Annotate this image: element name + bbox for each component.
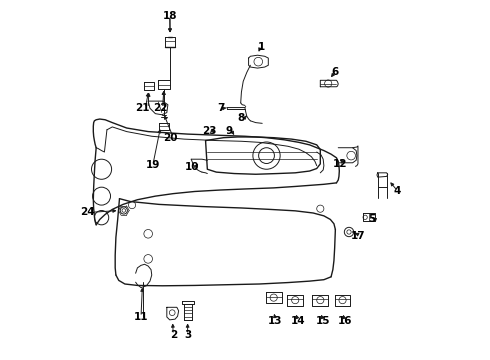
Text: 22: 22: [153, 103, 168, 113]
Text: 18: 18: [163, 11, 177, 21]
Text: 9: 9: [225, 126, 232, 135]
Text: 16: 16: [338, 316, 352, 325]
Text: 11: 11: [134, 312, 148, 322]
Text: 12: 12: [333, 159, 347, 169]
Text: 20: 20: [164, 133, 178, 143]
Text: 5: 5: [368, 215, 376, 224]
Text: 15: 15: [316, 316, 330, 325]
Text: 23: 23: [202, 126, 217, 135]
Text: 10: 10: [185, 162, 199, 172]
Text: 21: 21: [136, 103, 150, 113]
Text: 8: 8: [238, 113, 245, 123]
Text: 2: 2: [170, 330, 177, 340]
Text: 1: 1: [258, 42, 265, 52]
Text: 13: 13: [268, 316, 283, 325]
Text: 17: 17: [351, 231, 365, 240]
Text: 14: 14: [291, 316, 305, 325]
Text: 4: 4: [394, 186, 401, 196]
Text: 19: 19: [146, 160, 160, 170]
Text: 6: 6: [331, 67, 338, 77]
Text: 3: 3: [184, 330, 191, 340]
Text: 7: 7: [217, 103, 224, 113]
Text: 24: 24: [81, 207, 95, 217]
